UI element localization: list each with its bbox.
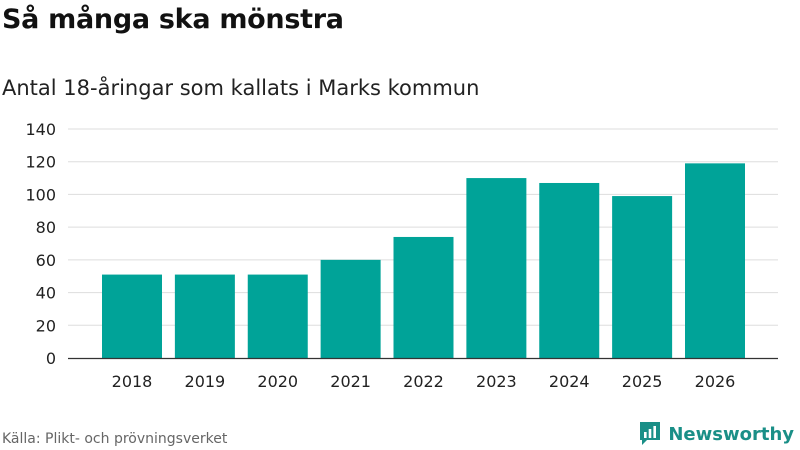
- y-tick-label: 100: [25, 185, 56, 204]
- x-tick-label: 2022: [403, 372, 444, 391]
- x-tick-label: 2025: [622, 372, 663, 391]
- bar-2018: [102, 274, 162, 358]
- x-tick-label: 2023: [476, 372, 517, 391]
- x-tick-label: 2020: [257, 372, 298, 391]
- bar-2023: [466, 178, 527, 358]
- bar-2021: [320, 259, 381, 358]
- y-tick-label: 80: [36, 218, 56, 237]
- y-tick-label: 20: [36, 316, 56, 335]
- bar-2026: [685, 163, 745, 358]
- x-tick-label: 2024: [549, 372, 590, 391]
- bars: [102, 163, 745, 358]
- bar-2025: [612, 196, 673, 358]
- brand-logo: Newsworthy: [638, 421, 794, 447]
- x-tick-label: 2018: [112, 372, 153, 391]
- bar-2019: [174, 274, 235, 358]
- y-tick-label: 60: [36, 251, 56, 270]
- brand-name: Newsworthy: [668, 423, 794, 445]
- x-axis-tick-labels: 2018 2019 2020 2021 2022 2023 2024 2025 2026: [112, 372, 736, 391]
- chart-title: Så många ska mönstra: [2, 4, 344, 35]
- bar-2022: [393, 236, 454, 358]
- bar-2024: [539, 182, 600, 358]
- bar-2020: [247, 274, 308, 358]
- chart-subtitle: Antal 18-åringar som kallats i Marks kom…: [2, 76, 480, 100]
- y-tick-label: 140: [25, 120, 56, 139]
- source-note: Källa: Plikt- och prövningsverket: [2, 431, 228, 447]
- y-axis-tick-labels: 0 20 40 60 80 100 120 140: [25, 120, 56, 368]
- x-tick-label: 2026: [695, 372, 736, 391]
- newsworthy-logo-icon: [640, 422, 661, 445]
- y-tick-label: 0: [46, 349, 56, 368]
- y-tick-label: 40: [36, 284, 56, 303]
- x-tick-label: 2019: [185, 372, 226, 391]
- y-tick-label: 120: [25, 153, 56, 172]
- x-tick-label: 2021: [330, 372, 371, 391]
